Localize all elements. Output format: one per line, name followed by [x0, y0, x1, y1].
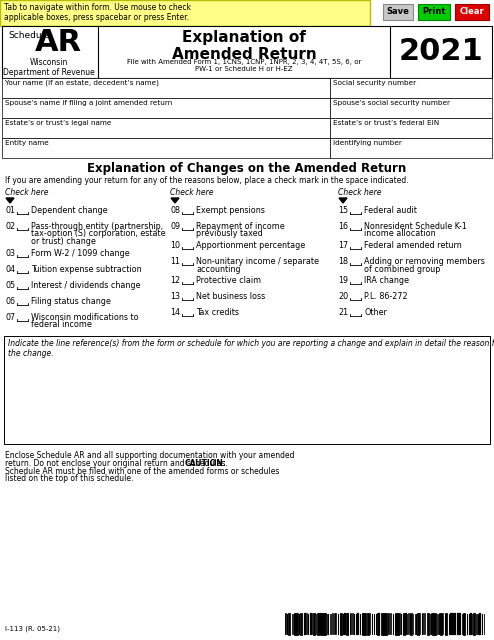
Polygon shape	[6, 198, 14, 203]
Text: 19: 19	[338, 276, 348, 285]
Text: 08: 08	[170, 206, 180, 215]
Text: Identifying number: Identifying number	[333, 140, 402, 146]
Text: Estate’s or trust’s federal EIN: Estate’s or trust’s federal EIN	[333, 120, 439, 126]
Text: 13: 13	[170, 292, 180, 301]
Text: Social security number: Social security number	[333, 80, 416, 86]
Polygon shape	[171, 198, 179, 203]
Text: Explanation of Changes on the Amended Return: Explanation of Changes on the Amended Re…	[87, 162, 407, 175]
Text: 09: 09	[170, 222, 180, 231]
Text: Tax credits: Tax credits	[196, 308, 239, 317]
Text: Your name (if an estate, decedent’s name): Your name (if an estate, decedent’s name…	[5, 80, 159, 86]
Text: Spouse’s name if filing a joint amended return: Spouse’s name if filing a joint amended …	[5, 100, 172, 106]
Text: 10: 10	[170, 241, 180, 250]
Text: Net business loss: Net business loss	[196, 292, 265, 301]
Text: Estate’s or trust’s legal name: Estate’s or trust’s legal name	[5, 120, 111, 126]
Text: 20: 20	[338, 292, 348, 301]
Text: 15: 15	[338, 206, 348, 215]
Text: Exempt pensions: Exempt pensions	[196, 206, 265, 215]
Text: return. Do not enclose your original return and schedules.: return. Do not enclose your original ret…	[5, 459, 230, 468]
Text: 02: 02	[5, 222, 15, 231]
Text: 05: 05	[5, 280, 15, 289]
Text: Federal audit: Federal audit	[364, 206, 417, 215]
Bar	[383, 4, 413, 20]
Text: Check here: Check here	[5, 188, 48, 197]
Text: Repayment of income: Repayment of income	[196, 222, 285, 231]
Text: IRA change: IRA change	[364, 276, 409, 285]
Bar	[2, 26, 492, 78]
Text: Tab to navigate within form. Use mouse to check
applicable boxes, press spacebar: Tab to navigate within form. Use mouse t…	[4, 3, 191, 22]
Text: I-113 (R. 05-21): I-113 (R. 05-21)	[5, 625, 60, 632]
Text: accounting: accounting	[196, 264, 241, 273]
Bar	[330, 138, 492, 158]
Text: Federal amended return: Federal amended return	[364, 241, 462, 250]
Text: 03: 03	[5, 248, 15, 257]
Bar	[0, 0, 370, 26]
Text: Wisconsin
Department of Revenue: Wisconsin Department of Revenue	[3, 58, 95, 77]
Text: Print: Print	[422, 8, 446, 17]
Text: or trust) change: or trust) change	[31, 237, 96, 246]
Text: Schedule AR must be filed with one of the amended forms or schedules: Schedule AR must be filed with one of th…	[5, 467, 280, 476]
Bar	[4, 335, 490, 444]
Text: 11: 11	[170, 257, 180, 266]
Bar	[330, 118, 492, 138]
Text: Interest / dividends change: Interest / dividends change	[31, 280, 140, 289]
Text: File with Amended Form 1, 1CNS, 1CNP, 1NPR, 2, 3, 4, 4T, 5S, 6, or
PW-1 or Sched: File with Amended Form 1, 1CNS, 1CNP, 1N…	[127, 59, 361, 72]
Text: Enclose Schedule AR and all supporting documentation with your amended: Enclose Schedule AR and all supporting d…	[5, 451, 294, 461]
Text: Protective claim: Protective claim	[196, 276, 261, 285]
Text: Nonresident Schedule K-1: Nonresident Schedule K-1	[364, 222, 467, 231]
Text: Pass-through entity (partnership,: Pass-through entity (partnership,	[31, 222, 163, 231]
Text: 07: 07	[5, 312, 15, 321]
Text: Filing status change: Filing status change	[31, 296, 111, 305]
Text: CAUTION:: CAUTION:	[185, 459, 227, 468]
Text: 04: 04	[5, 264, 15, 273]
Text: Save: Save	[387, 8, 410, 17]
Text: 14: 14	[170, 308, 180, 317]
Text: P.L. 86-272: P.L. 86-272	[364, 292, 408, 301]
Text: Explanation of
Amended Return: Explanation of Amended Return	[171, 30, 316, 62]
Text: 16: 16	[338, 222, 348, 231]
Text: Adding or removing members: Adding or removing members	[364, 257, 485, 266]
Text: Check here: Check here	[338, 188, 381, 197]
Text: Form W-2 / 1099 change: Form W-2 / 1099 change	[31, 248, 129, 257]
Text: 21: 21	[338, 308, 348, 317]
Text: Check here: Check here	[170, 188, 213, 197]
Bar	[2, 138, 330, 158]
Text: 06: 06	[5, 296, 15, 305]
Text: Apportionment percentage: Apportionment percentage	[196, 241, 305, 250]
Bar	[330, 78, 492, 98]
Text: Schedule: Schedule	[8, 31, 50, 40]
Text: Dependent change: Dependent change	[31, 206, 108, 215]
Text: tax-option (S) corporation, estate: tax-option (S) corporation, estate	[31, 230, 165, 239]
Text: Wisconsin modifications to: Wisconsin modifications to	[31, 312, 139, 321]
Text: of combined group: of combined group	[364, 264, 440, 273]
Text: previously taxed: previously taxed	[196, 230, 263, 239]
Text: Indicate the line reference(s) from the form or schedule for which you are repor: Indicate the line reference(s) from the …	[8, 339, 494, 358]
Text: federal income: federal income	[31, 320, 92, 329]
Text: Non-unitary income / separate: Non-unitary income / separate	[196, 257, 319, 266]
Polygon shape	[339, 198, 347, 203]
Text: 2021: 2021	[399, 38, 483, 67]
Text: 17: 17	[338, 241, 348, 250]
Bar	[2, 118, 330, 138]
Text: Spouse’s social security number: Spouse’s social security number	[333, 100, 450, 106]
Text: 01: 01	[5, 206, 15, 215]
Bar	[455, 4, 489, 20]
Text: Entity name: Entity name	[5, 140, 49, 146]
Text: income allocation: income allocation	[364, 230, 436, 239]
Text: listed on the top of this schedule.: listed on the top of this schedule.	[5, 474, 133, 483]
Bar	[330, 98, 492, 118]
Bar	[2, 98, 330, 118]
Text: If you are amending your return for any of the reasons below, place a check mark: If you are amending your return for any …	[5, 176, 409, 185]
Bar	[418, 4, 450, 20]
Text: AR: AR	[35, 28, 82, 57]
Text: 12: 12	[170, 276, 180, 285]
Bar	[2, 78, 330, 98]
Text: Other: Other	[364, 308, 387, 317]
Text: Tuition expense subtraction: Tuition expense subtraction	[31, 264, 142, 273]
Text: Clear: Clear	[459, 8, 485, 17]
Text: 18: 18	[338, 257, 348, 266]
